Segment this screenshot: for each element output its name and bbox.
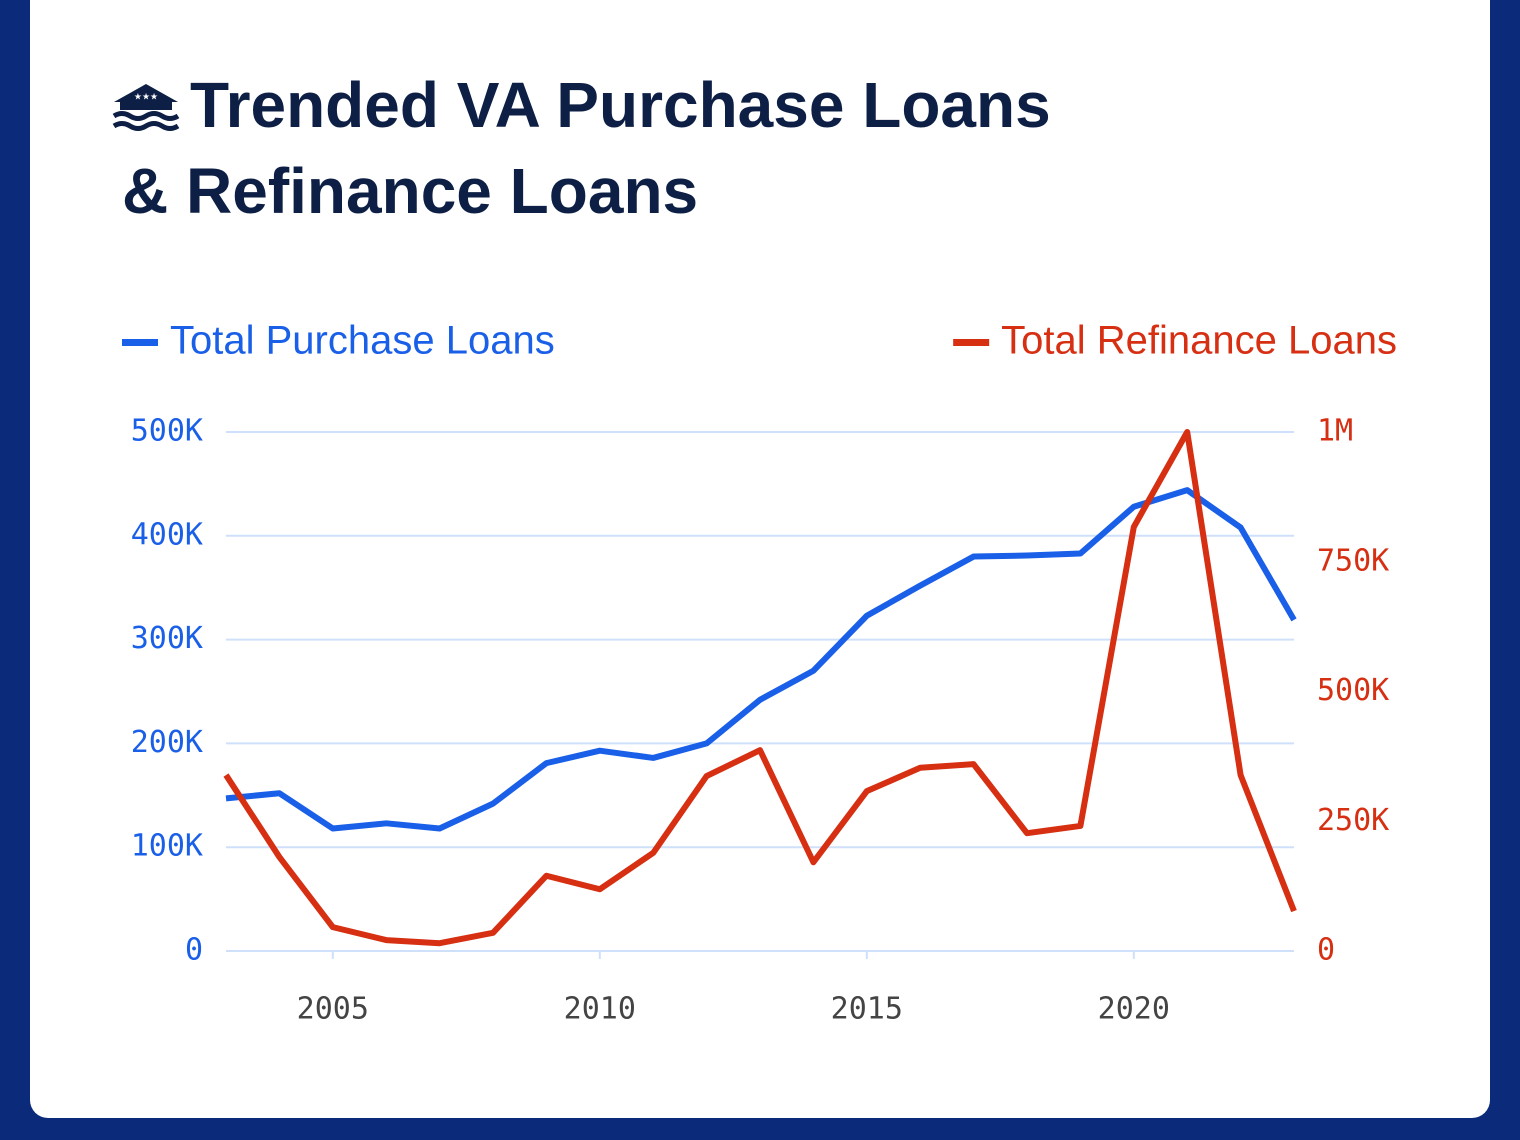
y-tick-label: 0 xyxy=(185,933,203,968)
svg-text:★★★: ★★★ xyxy=(134,91,158,101)
y-tick-label: 500K xyxy=(131,414,203,449)
y2-tick-label: 0 xyxy=(1317,933,1335,968)
x-tick-label: 2020 xyxy=(1098,992,1170,1027)
logo-icon: ★★★ xyxy=(112,84,180,131)
card xyxy=(30,0,1490,1118)
legend-label: Total Refinance Loans xyxy=(1001,319,1397,363)
chart-title: Trended VA Purchase Loans xyxy=(190,69,1051,141)
y-tick-label: 300K xyxy=(131,621,203,656)
x-tick-label: 2005 xyxy=(297,992,369,1027)
x-tick-label: 2015 xyxy=(831,992,903,1027)
y2-tick-label: 500K xyxy=(1317,673,1389,708)
series-line xyxy=(225,487,1297,832)
legend-swatch xyxy=(953,339,990,346)
series-line xyxy=(223,429,1297,947)
y-tick-label: 200K xyxy=(131,725,203,760)
chart-title: & Refinance Loans xyxy=(122,155,698,227)
y2-tick-label: 250K xyxy=(1317,803,1389,838)
legend-swatch xyxy=(122,339,158,346)
x-tick-label: 2010 xyxy=(564,992,636,1027)
y-tick-label: 100K xyxy=(131,829,203,864)
y2-tick-label: 750K xyxy=(1317,543,1389,578)
y2-tick-label: 1M xyxy=(1317,414,1353,449)
legend-label: Total Purchase Loans xyxy=(170,319,555,363)
y-tick-label: 400K xyxy=(131,517,203,552)
